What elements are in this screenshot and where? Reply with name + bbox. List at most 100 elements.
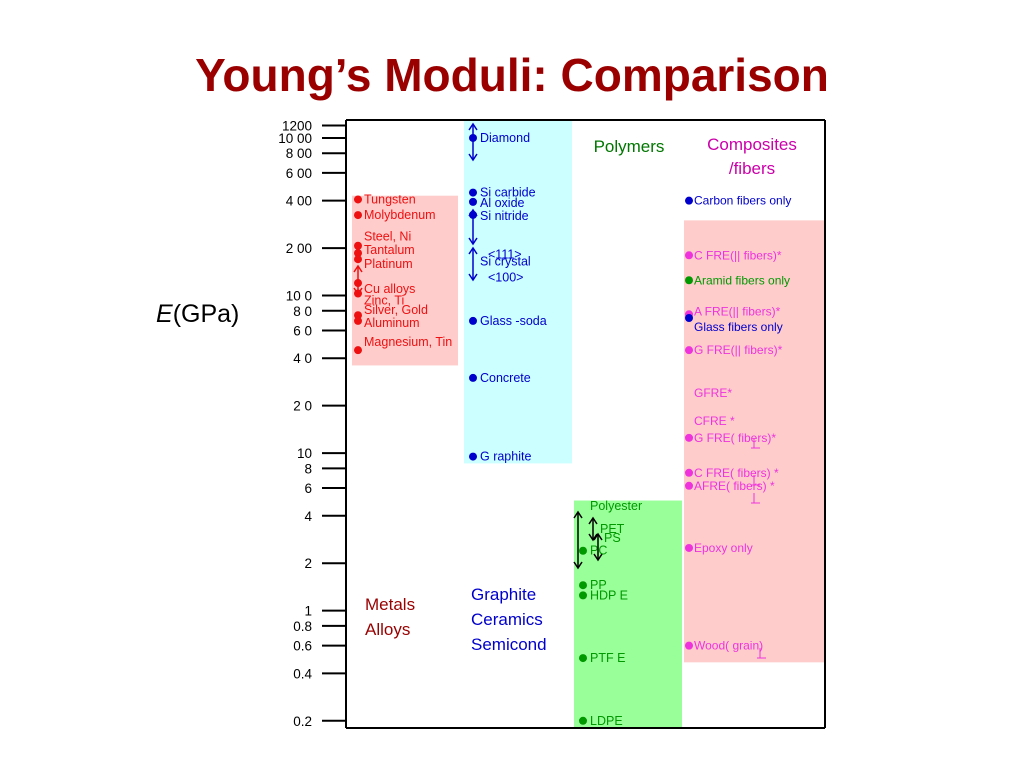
y-tick-label: 10 0 <box>286 289 312 304</box>
composites-point <box>685 433 693 442</box>
ceramics-point-label: Si nitride <box>480 209 529 223</box>
y-tick-label: 2 00 <box>286 241 312 256</box>
metals-group-label: Alloys <box>365 620 410 639</box>
metals-point-label: Tungsten <box>364 192 416 206</box>
y-tick-label: 6 00 <box>286 166 312 181</box>
y-tick-label: 0.8 <box>293 619 312 634</box>
polymers-point <box>579 591 587 600</box>
ceramics-range-box <box>464 120 572 464</box>
composites-point-label: GFRE* <box>694 386 732 400</box>
ceramics-point-label: Si crystal <box>480 254 531 268</box>
ceramics-point-label: <100> <box>488 271 523 285</box>
range-arrow-head <box>593 532 603 541</box>
metals-point-label: Magnesium, Tin <box>364 335 452 349</box>
composites-header: Composites <box>707 135 797 154</box>
composites-point-label: A FRE(|| fibers)* <box>694 304 781 318</box>
y-axis-label: E(GPa) <box>156 300 239 329</box>
composites-point-label: Aramid fibers only <box>694 273 790 287</box>
range-arrow-head <box>588 516 598 525</box>
polymers-point-label: PP <box>590 578 607 592</box>
metals-range-box <box>352 195 458 366</box>
y-tick-label: 10 <box>297 446 312 461</box>
composites-point-label: C FRE(|| fibers)* <box>694 248 782 262</box>
y-tick-label: 8 00 <box>286 146 312 161</box>
polymers-point-label: PTF E <box>590 651 625 665</box>
composites-point-label: Epoxy only <box>694 541 753 555</box>
composites-point <box>685 346 693 355</box>
metals-point <box>354 249 362 258</box>
y-tick-label: 1 <box>304 604 312 619</box>
range-arrow-head <box>573 561 583 570</box>
polymers-point-label: PET <box>600 522 625 536</box>
composites-point-label: CFRE * <box>694 414 735 428</box>
y-tick-label: 0.6 <box>293 639 312 654</box>
polymers-point <box>579 581 587 590</box>
polymers-point <box>579 546 587 555</box>
ceramics-point-label: Al oxide <box>480 196 525 210</box>
y-axis-unit: (GPa) <box>172 300 240 328</box>
y-tick-label: 2 0 <box>293 399 312 414</box>
metals-point-label: Zinc, Ti <box>364 293 404 307</box>
y-tick-label: 1200 <box>282 118 312 133</box>
metals-point <box>354 255 362 264</box>
ceramics-point-label: Si carbide <box>480 186 536 200</box>
metals-point-label: Aluminum <box>364 316 420 330</box>
range-arrow-head <box>588 533 598 542</box>
composites-point-label: Glass fibers only <box>694 320 783 334</box>
composites-point <box>685 543 693 552</box>
ceramics-point <box>469 373 477 382</box>
ceramics-point <box>469 188 477 197</box>
polymers-point-label: PS <box>604 531 621 545</box>
ceramics-point-label: Concrete <box>480 371 531 385</box>
range-arrow-head <box>468 122 478 131</box>
composites-point <box>685 196 693 205</box>
y-tick-label: 6 <box>304 481 312 496</box>
y-tick-label: 4 00 <box>286 194 312 209</box>
page-title: Young’s Moduli: Comparison <box>195 49 829 101</box>
composites-point <box>685 314 693 323</box>
ceramics-point <box>469 197 477 206</box>
composites-point <box>685 641 693 650</box>
ceramics-group-label: Semicond <box>471 635 547 654</box>
polymers-header: Polymers <box>594 137 665 156</box>
metals-point-label: Cu alloys <box>364 282 415 296</box>
y-tick-label: 0.2 <box>293 714 312 729</box>
metals-point-label: Platinum <box>364 257 413 271</box>
ceramics-point-label: G raphite <box>480 450 531 464</box>
metals-point-label: Molybdenum <box>364 208 436 222</box>
metals-point <box>354 211 362 220</box>
y-tick-label: 6 0 <box>293 323 312 338</box>
ceramics-point-label: Glass -soda <box>480 314 547 328</box>
composites-header: /fibers <box>729 159 775 178</box>
range-arrow-head <box>468 246 478 255</box>
ceramics-point-label: <111> <box>488 247 522 261</box>
range-arrow-head <box>468 273 478 282</box>
metals-group-label: Metals <box>365 595 415 614</box>
metals-point <box>354 346 362 355</box>
range-arrow-head <box>593 553 603 562</box>
polymers-point-label: LDPE <box>590 714 623 728</box>
range-arrow-head <box>353 264 363 273</box>
polymers-point-label: HDP E <box>590 588 628 602</box>
polymers-point <box>579 654 587 663</box>
metals-point <box>354 316 362 325</box>
composites-point-label: G FRE( fibers)* <box>694 431 776 445</box>
composites-point-label: C FRE( fibers) * <box>694 466 779 480</box>
range-arrow-head <box>353 287 363 296</box>
metals-point <box>354 311 362 320</box>
y-tick-label: 4 <box>304 509 312 524</box>
polymers-point <box>579 716 587 725</box>
composites-point-label: Wood( grain) <box>694 639 763 653</box>
range-arrow-head <box>468 153 478 162</box>
composites-point <box>685 468 693 477</box>
y-tick-label: 0.4 <box>293 666 312 681</box>
range-arrow-head <box>468 237 478 246</box>
composites-point <box>685 276 693 285</box>
composites-point-label: Carbon fibers only <box>694 194 791 208</box>
metals-point-label: Tantalum <box>364 243 415 257</box>
metals-point-label: Steel, Ni <box>364 230 411 244</box>
y-tick-label: 10 00 <box>278 131 312 146</box>
ceramics-group-label: Graphite <box>471 585 536 604</box>
y-tick-label: 8 <box>304 461 312 476</box>
